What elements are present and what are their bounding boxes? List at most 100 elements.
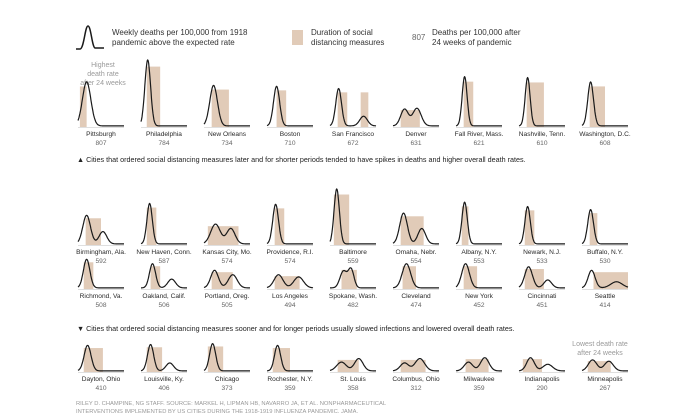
panel-new-haven-conn: New Haven, Conn. 587 [136,202,192,265]
city-name-baltimore: Baltimore [339,249,367,256]
distancing-bar-oakland-calif-1 [150,266,161,289]
death-rate-rochester-n-y: 359 [284,385,295,392]
death-rate-boston: 710 [284,140,295,147]
death-rate-chicago: 373 [221,385,232,392]
city-name-providence-r-i: Providence, R.I. [267,249,314,256]
city-name-columbus-ohio: Columbus, Ohio [392,376,440,383]
legend-line-label-2: pandemic above the expected rate [112,38,235,47]
panel-birmingham-ala: Birmingham, Ala. 592 [76,214,126,265]
city-name-chicago: Chicago [215,376,240,383]
lowest-note-1: Lowest death rate [572,341,628,348]
credit-line-2: INTERVENTIONS IMPLEMENTED BY US CITIES D… [76,409,358,415]
panel-buffalo-n-y: Buffalo, N.Y. 530 [581,209,629,265]
city-name-cleveland: Cleveland [401,293,431,300]
legend-box-label-1: Duration of social [311,28,373,37]
death-curve-boston [266,85,314,127]
panel-los-angeles: Los Angeles 494 [266,274,314,309]
death-curve-minneapolis [581,359,629,372]
panel-dayton-ohio: Dayton, Ohio 410 [77,344,125,392]
distancing-bar-buffalo-n-y-1 [589,213,598,245]
credit-line-1: RILEY D. CHAMPINE, NG STAFF. SOURCE: MAR… [76,401,387,407]
city-name-new-haven-conn: New Haven, Conn. [136,249,192,256]
city-name-los-angeles: Los Angeles [272,293,309,300]
legend-box-swatch [292,30,303,45]
panel-omaha-nebr: Omaha, Nebr. 554 [392,212,440,265]
distancing-bar-pittsburgh-1 [79,86,87,127]
panel-louisville-ky: Louisville, Ky. 406 [140,343,188,392]
death-curve-new-york [455,263,503,289]
distancing-bar-new-orleans-1 [211,89,229,127]
panel-albany-n-y: Albany, N.Y. 553 [455,201,503,265]
city-name-fall-river-mass: Fall River, Mass. [455,131,504,138]
death-rate-portland-oreg: 505 [221,302,232,309]
city-name-richmond-va: Richmond, Va. [80,293,123,300]
death-curve-rochester-n-y [266,344,314,372]
death-curve-portland-oreg [203,269,251,289]
death-rate-new-haven-conn: 587 [158,258,169,265]
distancing-bar-indianapolis-1 [522,359,542,372]
highest-note-3: after 24 weeks [80,80,126,87]
panel-new-orleans: New Orleans 734 [203,84,251,147]
city-name-rochester-n-y: Rochester, N.Y. [267,376,312,383]
death-rate-san-francisco: 672 [347,140,358,147]
distancing-bar-dayton-ohio-1 [83,348,103,372]
distancing-bar-portland-oreg-1 [211,272,233,289]
panel-pittsburgh: Pittsburgh 807 [77,81,125,147]
city-panels: Pittsburgh 807 Philadelphia 784 New Orleans 7… [76,59,631,392]
highest-note-2: death rate [87,71,119,78]
city-name-louisville-ky: Louisville, Ky. [144,376,184,383]
death-rate-baltimore: 559 [347,258,358,265]
panel-providence-r-i: Providence, R.I. 574 [266,203,314,265]
city-name-st-louis: St. Louis [340,376,366,383]
death-rate-indianapolis: 290 [536,385,547,392]
death-rate-pittsburgh: 807 [95,140,106,147]
city-name-oakland-calif: Oakland, Calif. [142,293,185,300]
city-name-milwaukee: Milwaukee [463,376,494,383]
legend-box-label-2: distancing measures [311,38,384,47]
death-curve-pittsburgh [77,81,125,127]
death-rate-los-angeles: 494 [284,302,295,309]
city-name-new-orleans: New Orleans [208,131,247,138]
legend-line-swatch [76,25,104,50]
city-name-washington-d-c: Washington, D.C. [579,131,631,138]
death-rate-providence-r-i: 574 [284,258,295,265]
legend: Weekly deaths per 100,000 from 1918 pand… [76,25,521,50]
distancing-bar-cincinnati-1 [524,269,544,289]
distancing-bar-boston-1 [276,90,287,127]
panel-indianapolis: Indianapolis 290 [518,357,566,392]
city-name-newark-n-j: Newark, N.J. [523,249,561,256]
death-rate-omaha-nebr: 554 [410,258,421,265]
legend-value-sample: 807 [412,33,426,42]
death-curve-kansas-city-mo [203,223,251,245]
distancing-bar-nashville-tenn-1 [526,82,544,127]
city-name-new-york: New York [465,293,494,300]
panel-columbus-ohio: Columbus, Ohio 312 [392,358,440,392]
death-rate-dayton-ohio: 410 [95,385,106,392]
death-curve-los-angeles [266,274,314,289]
city-name-san-francisco: San Francisco [332,131,374,138]
panel-richmond-va: Richmond, Va. 508 [77,258,125,309]
lowest-note-2: after 24 weeks [577,350,623,357]
death-curve-st-louis [329,358,377,372]
panel-seattle: Seattle 414 [581,269,629,309]
panel-washington-d-c: Washington, D.C. 608 [579,81,631,147]
death-curve-nashville-tenn [518,76,566,127]
city-name-minneapolis: Minneapolis [587,376,623,383]
panel-denver: Denver 631 [392,107,440,147]
death-curve-spokane-wash [329,267,377,289]
death-curve-columbus-ohio [392,358,440,372]
panel-newark-n-j: Newark, N.J. 533 [518,205,566,265]
panel-st-louis: St. Louis 358 [329,358,377,392]
panel-kansas-city-mo: Kansas City, Mo. 574 [202,223,252,265]
death-curve-providence-r-i [266,203,314,245]
panel-milwaukee: Milwaukee 359 [455,357,503,392]
distancing-bar-fall-river-mass-1 [463,81,474,127]
death-rate-columbus-ohio: 312 [410,385,421,392]
death-rate-washington-d-c: 608 [599,140,610,147]
panel-baltimore: Baltimore 559 [329,188,377,265]
city-name-dayton-ohio: Dayton, Ohio [82,376,121,383]
panel-portland-oreg: Portland, Oreg. 505 [203,269,251,309]
death-rate-buffalo-n-y: 530 [599,258,610,265]
panel-spokane-wash: Spokane, Wash. 482 [329,267,377,309]
